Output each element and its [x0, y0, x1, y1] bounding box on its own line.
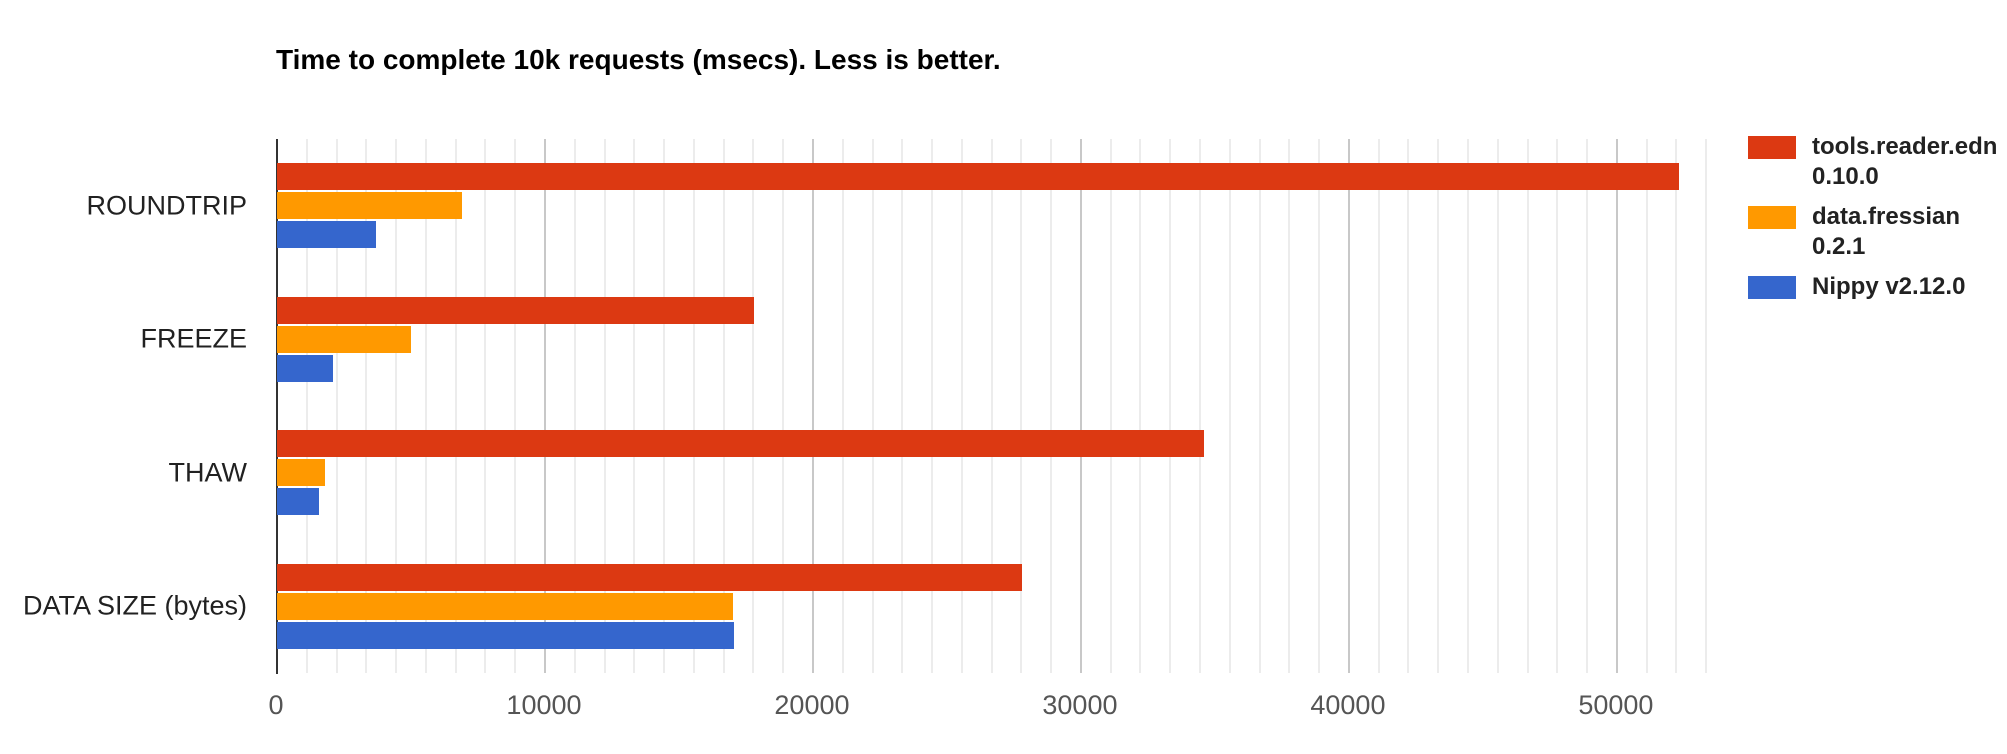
minor-gridline	[901, 139, 904, 673]
category-label: DATA SIZE (bytes)	[22, 590, 247, 621]
legend-entry[interactable]: data.fressian 0.2.1	[1748, 202, 2004, 262]
minor-gridline	[603, 139, 606, 673]
legend-entry[interactable]: tools.reader.edn 0.10.0	[1748, 132, 2004, 192]
minor-gridline	[1645, 139, 1648, 673]
minor-gridline	[1139, 139, 1142, 673]
bar-data-size-bytes--series-0[interactable]	[277, 563, 1022, 591]
x-tick-label: 0	[268, 690, 284, 720]
minor-gridline	[990, 139, 993, 673]
minor-gridline	[573, 139, 576, 673]
major-gridline	[1079, 139, 1082, 673]
minor-gridline	[752, 139, 755, 673]
minor-gridline	[1050, 139, 1053, 673]
bar-freeze-series-0[interactable]	[277, 296, 754, 324]
minor-gridline	[871, 139, 874, 673]
legend-label: data.fressian 0.2.1	[1812, 203, 1961, 260]
legend-entry[interactable]: Nippy v2.12.0	[1748, 272, 2004, 302]
minor-gridline	[484, 139, 487, 673]
x-tick-label: 30000	[1042, 690, 1118, 720]
legend-swatch-icon	[1748, 136, 1796, 159]
minor-gridline	[931, 139, 934, 673]
minor-gridline	[633, 139, 636, 673]
bar-roundtrip-series-1[interactable]	[277, 192, 462, 220]
bar-data-size-bytes--series-1[interactable]	[277, 592, 733, 620]
minor-gridline	[782, 139, 785, 673]
x-tick-label: 50000	[1578, 690, 1654, 720]
major-gridline	[1615, 139, 1618, 673]
minor-gridline	[1199, 139, 1202, 673]
chart-title: Time to complete 10k requests (msecs). L…	[276, 44, 1001, 75]
bar-data-size-bytes--series-2[interactable]	[277, 621, 734, 649]
category-label: FREEZE	[140, 323, 247, 354]
x-tick-label: 20000	[774, 690, 850, 720]
minor-gridline	[1437, 139, 1440, 673]
minor-gridline	[1586, 139, 1589, 673]
axis-baseline	[276, 139, 278, 674]
minor-gridline	[365, 139, 368, 673]
major-gridline	[543, 139, 546, 673]
minor-gridline	[335, 139, 338, 673]
x-tick-label: 40000	[1310, 690, 1386, 720]
minor-gridline	[1496, 139, 1499, 673]
minor-gridline	[1258, 139, 1261, 673]
minor-gridline	[841, 139, 844, 673]
minor-gridline	[1020, 139, 1023, 673]
minor-gridline	[960, 139, 963, 673]
bar-roundtrip-series-2[interactable]	[277, 221, 377, 249]
bar-freeze-series-1[interactable]	[277, 325, 411, 353]
minor-gridline	[1407, 139, 1410, 673]
minor-gridline	[1467, 139, 1470, 673]
minor-gridline	[514, 139, 517, 673]
legend-label: Nippy v2.12.0	[1812, 273, 1966, 300]
minor-gridline	[424, 139, 427, 673]
minor-gridline	[305, 139, 308, 673]
minor-gridline	[1675, 139, 1678, 673]
x-tick-label: 10000	[506, 690, 582, 720]
minor-gridline	[1705, 139, 1708, 673]
bar-thaw-series-0[interactable]	[277, 430, 1205, 458]
minor-gridline	[1228, 139, 1231, 673]
bar-roundtrip-series-0[interactable]	[277, 163, 1679, 191]
legend: tools.reader.edn 0.10.0 data.fressian 0.2…	[1748, 132, 2004, 312]
minor-gridline	[663, 139, 666, 673]
minor-gridline	[1109, 139, 1112, 673]
minor-gridline	[1318, 139, 1321, 673]
minor-gridline	[1377, 139, 1380, 673]
legend-swatch-icon	[1748, 276, 1796, 299]
minor-gridline	[722, 139, 725, 673]
legend-swatch-icon	[1748, 206, 1796, 229]
bar-thaw-series-1[interactable]	[277, 459, 326, 487]
minor-gridline	[1288, 139, 1291, 673]
minor-gridline	[395, 139, 398, 673]
major-gridline	[811, 139, 814, 673]
bar-thaw-series-2[interactable]	[277, 488, 319, 516]
bar-freeze-series-2[interactable]	[277, 354, 334, 382]
major-gridline	[1347, 139, 1350, 673]
minor-gridline	[692, 139, 695, 673]
legend-label: tools.reader.edn 0.10.0	[1812, 133, 1998, 190]
category-label: THAW	[168, 457, 247, 488]
minor-gridline	[454, 139, 457, 673]
minor-gridline	[1556, 139, 1559, 673]
category-label: ROUNDTRIP	[86, 190, 248, 221]
minor-gridline	[1169, 139, 1172, 673]
minor-gridline	[1526, 139, 1529, 673]
